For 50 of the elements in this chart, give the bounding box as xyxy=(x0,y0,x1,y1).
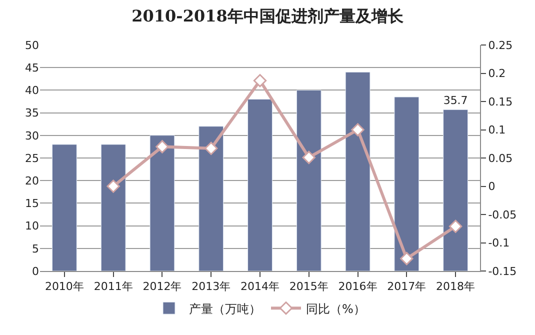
bar xyxy=(248,98,272,271)
point xyxy=(351,123,364,136)
bar xyxy=(52,144,77,271)
bar xyxy=(150,135,175,271)
legend-label: 产量（万吨） xyxy=(189,302,261,316)
x-tick-label: 2016年 xyxy=(338,280,378,294)
y2-tick-label: -0.15 xyxy=(488,264,517,278)
data-label: 35.7 xyxy=(443,94,468,107)
y-tick-label: 20 xyxy=(25,174,39,188)
bar xyxy=(394,96,420,271)
x-tick-label: 2015年 xyxy=(289,280,328,294)
y2-tick-label: 0.15 xyxy=(488,95,513,108)
point xyxy=(400,252,414,266)
y-tick-label: 25 xyxy=(25,152,39,165)
y-tick-label: 30 xyxy=(25,129,39,142)
y-tick-label: 50 xyxy=(25,38,39,52)
bar xyxy=(443,109,468,271)
point xyxy=(106,180,120,193)
y-tick-label: 15 xyxy=(25,197,39,210)
y2-tick-label: 0 xyxy=(488,180,496,194)
x-tick-label: 2014年 xyxy=(240,280,280,294)
x-tick-label: 2010年 xyxy=(44,280,84,294)
point xyxy=(302,150,316,164)
bar xyxy=(100,144,126,271)
x-tick-label: 2018年 xyxy=(436,280,476,294)
y-tick-label: 40 xyxy=(25,84,39,98)
y-tick-label: 10 xyxy=(25,220,39,233)
y2-tick-label: 0.25 xyxy=(488,38,513,52)
y2-tick-label: 0.05 xyxy=(488,152,513,165)
bar xyxy=(198,126,224,271)
y2-tick-label: 0.1 xyxy=(488,124,506,137)
y-tick-label: 0 xyxy=(32,264,39,278)
y-tick-label: 45 xyxy=(25,61,39,74)
y-tick-label: 35 xyxy=(25,106,39,120)
legend-label: 同比（%） xyxy=(306,302,366,316)
bar xyxy=(296,90,322,271)
y2-tick-label: -0.1 xyxy=(488,236,510,250)
point xyxy=(448,220,462,233)
bar xyxy=(345,72,370,271)
x-tick-label: 2011年 xyxy=(94,280,133,294)
x-tick-label: 2013年 xyxy=(192,280,231,294)
x-tick-label: 2012年 xyxy=(142,280,182,294)
point xyxy=(204,142,218,155)
point xyxy=(253,74,267,88)
y2-tick-label: 0.2 xyxy=(488,67,506,80)
y-tick-label: 5 xyxy=(32,242,39,256)
chart-title: 2010-2018年中国促进剂产量及增长 xyxy=(132,6,404,26)
point xyxy=(156,140,169,154)
y2-tick-label: -0.05 xyxy=(488,208,517,222)
x-tick-label: 2017年 xyxy=(387,280,426,294)
